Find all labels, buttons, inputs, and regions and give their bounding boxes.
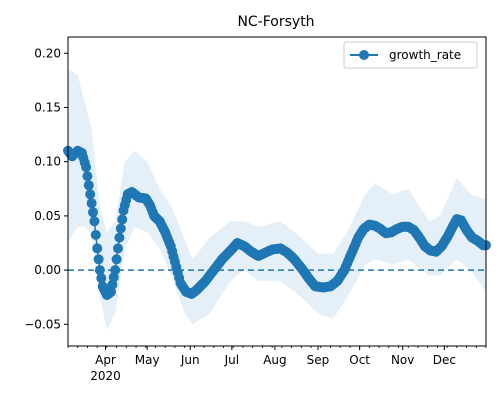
series-layer	[63, 145, 491, 300]
x-tick-label: Apr	[95, 353, 116, 367]
x-tick-label: Aug	[263, 353, 286, 367]
y-tick-label: 0.10	[34, 155, 61, 169]
data-point	[88, 207, 98, 218]
x-tick-year-label: 2020	[90, 369, 121, 383]
data-point	[93, 254, 104, 265]
y-tick-label: 0.05	[34, 209, 61, 223]
data-point	[82, 171, 93, 182]
y-tick-label: −0.05	[24, 317, 61, 331]
data-point	[114, 232, 125, 243]
data-point	[86, 198, 97, 209]
data-point	[115, 223, 126, 234]
legend-box	[343, 41, 478, 69]
data-point	[90, 229, 101, 240]
data-point	[96, 273, 107, 284]
x-tick-label: Nov	[391, 353, 414, 367]
y-tick-label: 0.15	[34, 100, 61, 114]
data-point	[111, 254, 122, 265]
data-point	[89, 216, 100, 227]
axes-layer: −0.05 0.00 0.05 0.10 0.15 0.20 Apr 2020 May Jun Ju…	[24, 36, 487, 383]
x-tick-label: Jul	[224, 353, 239, 367]
y-tick-label: 0.00	[34, 263, 61, 277]
x-tick-label: Jun	[180, 353, 200, 367]
data-point	[113, 243, 123, 254]
x-tick-label: Oct	[349, 353, 370, 367]
x-tick-label: May	[135, 353, 160, 367]
data-point	[110, 265, 121, 276]
legend-marker-swatch	[359, 50, 369, 60]
data-point	[83, 180, 94, 191]
data-point	[94, 265, 105, 276]
y-tick-label: 0.20	[34, 46, 61, 60]
data-point	[92, 243, 103, 254]
chart-title: NC-Forsyth	[237, 14, 314, 30]
data-point	[117, 214, 128, 225]
legend: growth_rate	[343, 41, 478, 69]
plot-frame	[67, 36, 487, 347]
legend-label: growth_rate	[389, 48, 461, 62]
x-tick-label: Dec	[433, 353, 456, 367]
x-tick-label: Sep	[307, 353, 330, 367]
data-point	[81, 162, 92, 173]
data-point	[85, 189, 96, 200]
